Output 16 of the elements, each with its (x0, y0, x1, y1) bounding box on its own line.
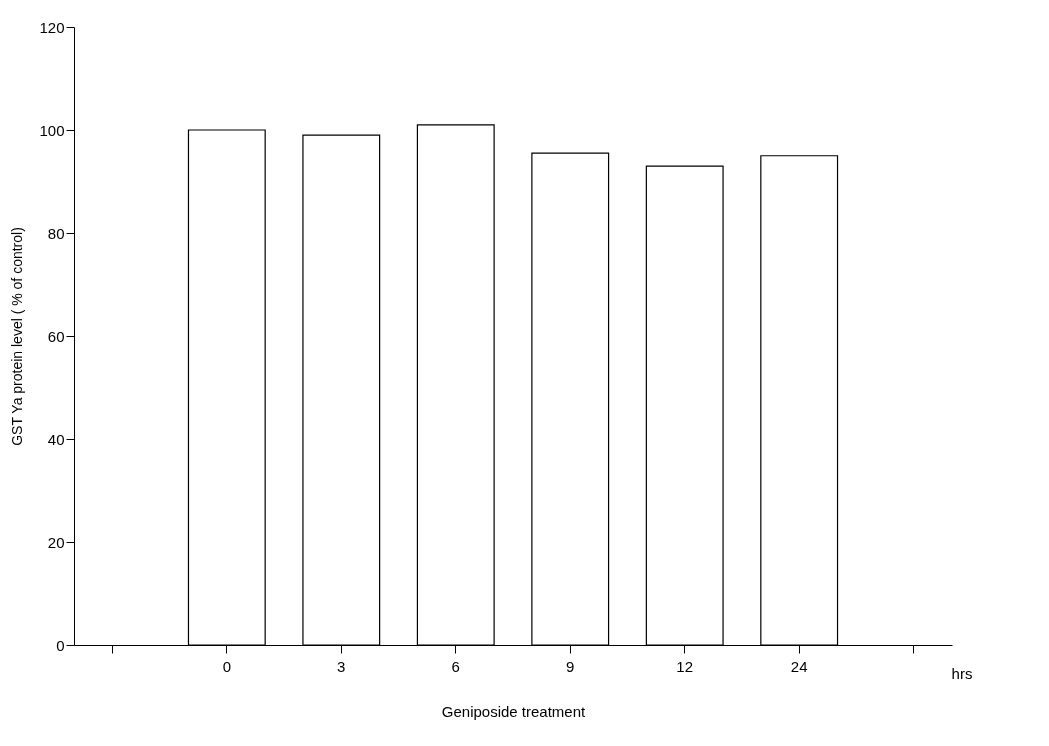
x-tick-label: 6 (451, 657, 460, 675)
y-tick-label: 120 (39, 18, 65, 36)
x-axis-title: Geniposide treatment (441, 702, 587, 720)
y-tick-label: 40 (47, 430, 65, 448)
x-tick-label: 12 (676, 657, 694, 675)
y-tick-label: 0 (56, 636, 65, 654)
x-tick-label: 0 (222, 657, 231, 675)
y-tick-label: 100 (39, 121, 65, 139)
y-axis-title: GST Ya protein level ( % of control) (9, 227, 26, 446)
y-tick-label: 80 (47, 224, 65, 242)
text: hrs (951, 665, 973, 682)
x-tick-label: 9 (566, 657, 575, 675)
y-tick-label: 20 (47, 533, 65, 551)
y-tick-label: 60 (47, 327, 65, 345)
x-tick-label: 3 (337, 657, 346, 675)
x-tick-label: 24 (790, 657, 808, 675)
